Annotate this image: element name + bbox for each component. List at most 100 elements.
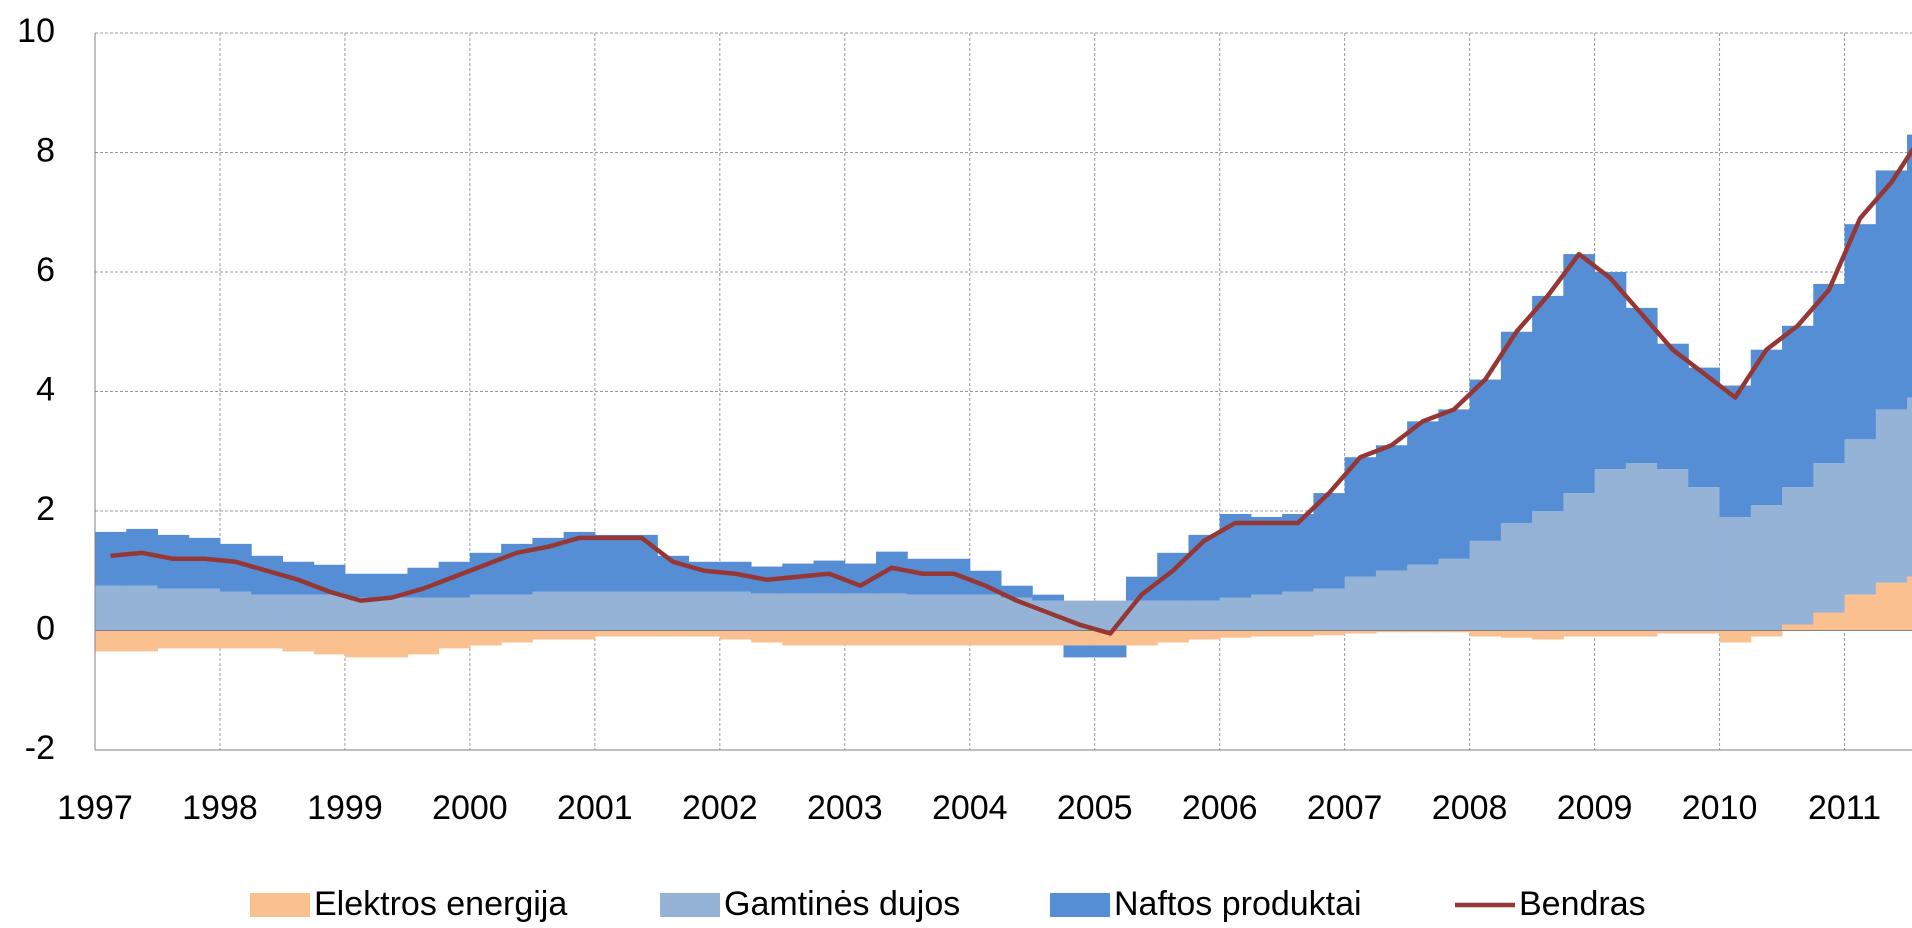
bar-segment [1094, 630, 1127, 646]
bar-segment [188, 630, 221, 649]
y-tick-label: 0 [36, 609, 55, 647]
bar-segment [626, 534, 658, 592]
bar-segment [813, 630, 846, 646]
bar-segment [813, 593, 846, 631]
x-tick-label: 2007 [1307, 789, 1383, 827]
x-tick-label: 2003 [807, 789, 883, 827]
bar-segment [376, 573, 408, 598]
bar-segment [1813, 463, 1846, 613]
bar-segment [1500, 630, 1533, 638]
bar-segment [126, 528, 158, 586]
bar-segment [1813, 612, 1846, 631]
bar-segment [1407, 564, 1439, 631]
bar-segment [1438, 630, 1471, 633]
bar-segment [1719, 630, 1752, 643]
bar-segment [876, 630, 908, 646]
bar-segment [719, 591, 752, 631]
bar-segment [688, 591, 721, 631]
overlay: -2 0 2 4 6 8 10 1997 1998 1999 2000 2001 2002 2003 200… [17, 12, 1912, 923]
bar-segment [501, 594, 533, 631]
bar-segment [1782, 624, 1814, 631]
bar-segment [1375, 570, 1408, 631]
bar-segment [1782, 325, 1814, 488]
bar-segment [95, 585, 127, 631]
bar-segment [1625, 463, 1658, 631]
bar-segment [938, 630, 971, 646]
bar-segment [1657, 630, 1689, 634]
bar-segment [1719, 385, 1752, 517]
bar-segment [969, 630, 1002, 646]
bar-segment [1094, 645, 1127, 658]
bar-segment [1469, 630, 1502, 637]
bar-segment [1844, 439, 1877, 595]
bar-segment [719, 630, 752, 640]
bar-segment [1063, 630, 1096, 646]
bar-segment [251, 594, 283, 631]
bar-segment [563, 630, 596, 640]
x-tick-label: 2008 [1432, 789, 1508, 827]
bar-segment [1344, 457, 1377, 577]
bar-segment [1688, 630, 1721, 634]
bar-segment [1157, 600, 1189, 631]
bar-segment [1907, 576, 1912, 631]
bar-segment [438, 630, 471, 649]
x-tick-label: 2002 [682, 789, 758, 827]
bar-segment [313, 594, 346, 631]
legend-label: Bendras [1519, 885, 1646, 923]
bar-segment [782, 630, 815, 646]
bar-segment [219, 591, 252, 631]
bar-segment [1063, 645, 1096, 658]
bar-segment [188, 537, 221, 589]
legend-label: Naftos produktai [1114, 885, 1362, 923]
bar-segment [157, 588, 190, 631]
bar-segment [1219, 630, 1252, 638]
bar-segment [1001, 630, 1033, 646]
bar-segment [1782, 487, 1814, 625]
bar-segment [907, 558, 940, 595]
bar-segment [1001, 585, 1033, 598]
bar-segment [1750, 349, 1783, 506]
bar-segment [1407, 421, 1439, 565]
y-tick-label: -2 [25, 729, 55, 767]
bar-segment [1844, 224, 1877, 440]
bar-segment [126, 585, 158, 631]
bar-segment [1813, 283, 1846, 464]
bar-segment [969, 594, 1002, 631]
bar-segment [157, 630, 190, 649]
bar-segment [157, 534, 190, 589]
bar-segment [688, 630, 721, 637]
x-tick-label: 2010 [1682, 789, 1758, 827]
bar-segment [1032, 630, 1064, 646]
bar-segment [1625, 630, 1658, 637]
bar-segment [313, 630, 346, 655]
bar-segment [1125, 576, 1158, 601]
bar-segment [1875, 582, 1908, 631]
bar-segment [469, 594, 502, 631]
y-tick-label: 10 [17, 12, 55, 50]
bar-segment [344, 573, 377, 598]
bar-segment [1125, 630, 1158, 646]
line [110, 146, 1912, 636]
bar-segment [782, 593, 815, 631]
bar-segment [95, 630, 127, 652]
bar-segment [407, 597, 440, 631]
bar-segment [1219, 597, 1252, 631]
bar-segment [1657, 469, 1689, 631]
bar-segment [1188, 534, 1221, 601]
x-tick-label: 2011 [1808, 789, 1881, 827]
x-tick-label: 2001 [557, 789, 633, 827]
bar-segment [1532, 511, 1564, 631]
x-tick-label: 2009 [1557, 789, 1633, 827]
x-tick-label: 1998 [182, 789, 258, 827]
bar-segment [938, 594, 971, 631]
bar-segment [188, 588, 221, 631]
bar-segment [1344, 630, 1377, 634]
bar-segment [1250, 630, 1283, 637]
bar-segment [1094, 600, 1127, 631]
bar-segment [282, 594, 315, 631]
bar-segment [1563, 630, 1596, 637]
bar-segment [344, 630, 377, 658]
bar-segment [1313, 493, 1346, 589]
bar-segment [594, 591, 627, 631]
